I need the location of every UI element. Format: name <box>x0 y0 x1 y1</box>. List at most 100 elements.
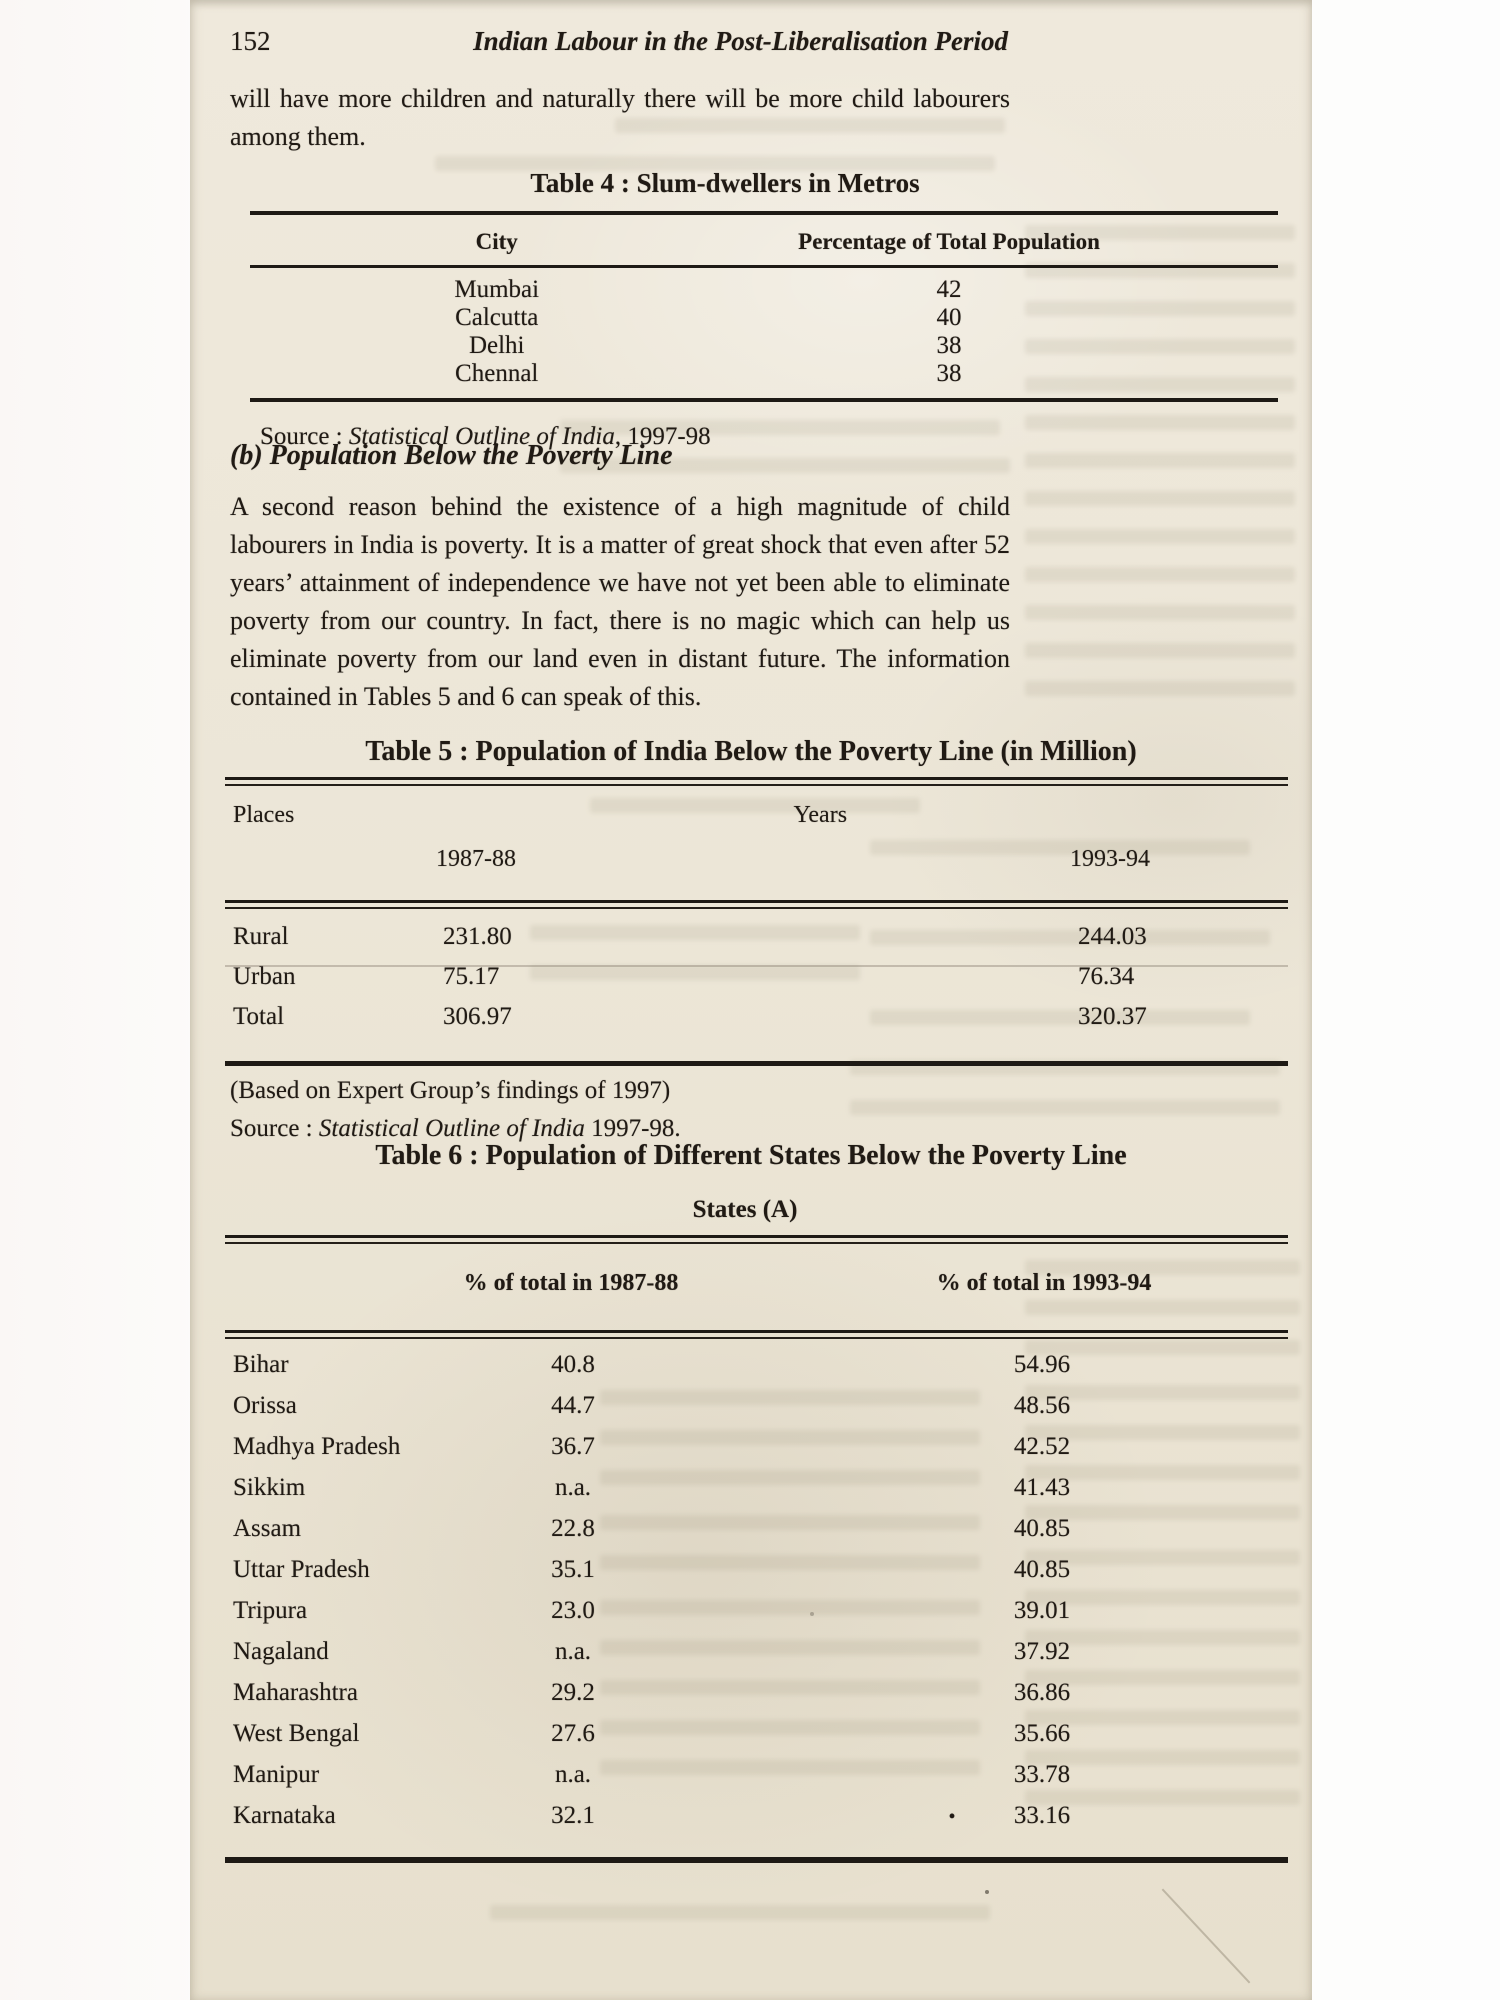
cell-pct-1987-88: 36.7 <box>551 1433 595 1460</box>
table-row: Madhya Pradesh 36.7 42.52 <box>225 1433 1288 1474</box>
cell-state: Manipur <box>233 1761 320 1788</box>
table-row: Calcutta 40 <box>250 304 1278 332</box>
cell-percentage: 42 <box>936 276 962 303</box>
table-row: Uttar Pradesh 35.1 40.85 <box>225 1556 1288 1597</box>
table-row: Assam 22.8 40.85 <box>225 1515 1288 1556</box>
cell-state: Maharashtra <box>233 1679 358 1706</box>
cell-pct-1987-88: n.a. <box>554 1474 592 1501</box>
cell-city: Delhi <box>468 332 525 359</box>
body-paragraph-1: will have more children and naturally th… <box>230 84 1010 151</box>
table-row: Orissa 44.7 48.56 <box>225 1392 1288 1433</box>
cell-place: Rural <box>233 923 289 950</box>
cell-pct-1993-94: 48.56 <box>1013 1392 1071 1419</box>
cell-city: Calcutta <box>455 304 539 331</box>
cell-pct-1987-88: 35.1 <box>551 1556 595 1583</box>
source-book-title: Statistical Outline of India <box>318 1115 585 1142</box>
cell-pct-1987-88: n.a. <box>554 1761 592 1788</box>
cell-pct-1993-94: 37.92 <box>1013 1638 1071 1665</box>
table-4-bottom-rule <box>250 398 1278 402</box>
cell-pct-1987-88: 22.8 <box>551 1515 595 1542</box>
cell-value-1987-88: 306.97 <box>443 1003 512 1030</box>
table-6-subtitle: States (A) <box>692 1196 798 1223</box>
table-5-title: Table 5 : Population of India Below the … <box>365 736 1137 767</box>
column-header-1993-94: 1993-94 <box>1070 846 1150 872</box>
table-6-body: Bihar 40.8 54.96 Orissa 44.7 48.56 Madhy… <box>225 1339 1288 1857</box>
cell-state: Tripura <box>233 1597 308 1624</box>
section-heading-b: (b) Population Below the Poverty Line <box>230 440 673 471</box>
column-header-1987-88: 1987-88 <box>436 846 516 872</box>
source-label: Source : <box>260 423 349 450</box>
cell-pct-1993-94: 41.43 <box>1013 1474 1071 1501</box>
cell-state: Madhya Pradesh <box>233 1433 401 1460</box>
column-header-percentage: Percentage of Total Population <box>798 229 1100 254</box>
cell-pct-1987-88: 23.0 <box>551 1597 595 1624</box>
cell-place: Urban <box>233 963 296 990</box>
cell-city: Mumbai <box>454 276 540 303</box>
cell-pct-1987-88: n.a. <box>554 1638 592 1665</box>
table-5-bottom-rule <box>225 1061 1288 1066</box>
table-6: % of total in 1987-88 % of total in 1993… <box>225 1235 1288 1863</box>
cell-state: Sikkim <box>233 1474 306 1501</box>
table-5-note: (Based on Expert Group’s findings of 199… <box>230 1077 671 1104</box>
book-page-scan: 152 Indian Labour in the Post-Liberalisa… <box>190 0 1312 2000</box>
column-header-pct-1993-94: % of total in 1993-94 <box>936 1270 1152 1296</box>
table-5-header-row: Places Years 1987-88 1993-94 <box>225 786 1288 900</box>
cell-pct-1987-88: 27.6 <box>551 1720 595 1747</box>
source-suffix: , 1997-98 <box>614 423 711 450</box>
table-row: Maharashtra 29.2 36.86 <box>225 1679 1288 1720</box>
table-4-source-line: Source : Statistical Outline of India, 1… <box>260 423 711 451</box>
table-row: Bihar 40.8 54.96 <box>225 1351 1288 1392</box>
table-row: Nagaland n.a. 37.92 <box>225 1638 1288 1679</box>
cell-pct-1993-94: 33.78 <box>1013 1761 1071 1788</box>
cell-value-1993-94: 320.37 <box>1078 1003 1147 1030</box>
table-6-header-rule <box>225 1330 1288 1339</box>
page-number: 152 <box>230 26 271 56</box>
cell-state: Assam <box>233 1515 302 1542</box>
cell-state: West Bengal <box>233 1720 360 1747</box>
cell-value-1993-94: 244.03 <box>1078 923 1147 950</box>
column-header-places: Places <box>233 802 295 828</box>
cell-pct-1987-88: 29.2 <box>551 1679 595 1706</box>
cell-state: Karnataka <box>233 1802 336 1829</box>
cell-value-1993-94: 76.34 <box>1078 963 1135 990</box>
table-4-body: Mumbai 42 Calcutta 40 Delhi 38 C <box>250 268 1278 398</box>
cell-pct-1993-94: 42.52 <box>1013 1433 1071 1460</box>
table-5-body: Rural 231.80 244.03 Urban 75.17 76.34 To… <box>225 909 1288 1061</box>
cell-pct-1993-94: 40.85 <box>1013 1515 1071 1542</box>
body-paragraph-2: A second reason behind the existence of … <box>230 492 1010 711</box>
scratch-mark <box>1161 1888 1251 1984</box>
table-4-top-rule <box>250 211 1278 215</box>
cell-pct-1987-88: 44.7 <box>551 1392 595 1419</box>
column-header-city: City <box>475 229 518 254</box>
cell-state: Nagaland <box>233 1638 329 1665</box>
faint-scan-rule <box>225 965 1288 967</box>
cell-value-1987-88: 231.80 <box>443 923 512 950</box>
cell-percentage: 38 <box>936 332 962 359</box>
page-header: 152 Indian Labour in the Post-Liberalisa… <box>230 26 1008 57</box>
source-suffix: 1997-98. <box>584 1115 681 1142</box>
table-row: Rural 231.80 244.03 <box>225 923 1288 963</box>
table-row: Karnataka 32.1 • 33.16 <box>225 1802 1288 1843</box>
table-4-header-row: City Percentage of Total Population <box>250 215 1278 265</box>
table-row: Mumbai 42 <box>250 276 1278 304</box>
table-5-top-rule <box>225 777 1288 786</box>
table-6-title: Table 6 : Population of Different States… <box>375 1140 1127 1171</box>
table-row: Delhi 38 <box>250 332 1278 360</box>
table-row: Chennal 38 <box>250 360 1278 388</box>
column-header-years: Years <box>793 802 848 828</box>
cell-pct-1993-94: 40.85 <box>1013 1556 1071 1583</box>
table-5-source-line: Source : Statistical Outline of India 19… <box>230 1115 681 1143</box>
print-dot-artifact: • <box>948 1806 956 1828</box>
table-4-title: Table 4 : Slum-dwellers in Metros <box>530 168 920 198</box>
running-title: Indian Labour in the Post-Liberalisation… <box>473 26 1008 56</box>
table-row: Total 306.97 320.37 <box>225 1003 1288 1043</box>
table-4-header-rule <box>250 265 1278 268</box>
ink-speck <box>810 1612 814 1616</box>
cell-pct-1993-94: 35.66 <box>1013 1720 1071 1747</box>
column-header-pct-1987-88: % of total in 1987-88 <box>463 1270 679 1296</box>
table-6-top-rule <box>225 1235 1288 1244</box>
cell-city: Chennal <box>455 360 539 387</box>
cell-percentage: 38 <box>936 360 962 387</box>
cell-pct-1993-94: 36.86 <box>1013 1679 1071 1706</box>
